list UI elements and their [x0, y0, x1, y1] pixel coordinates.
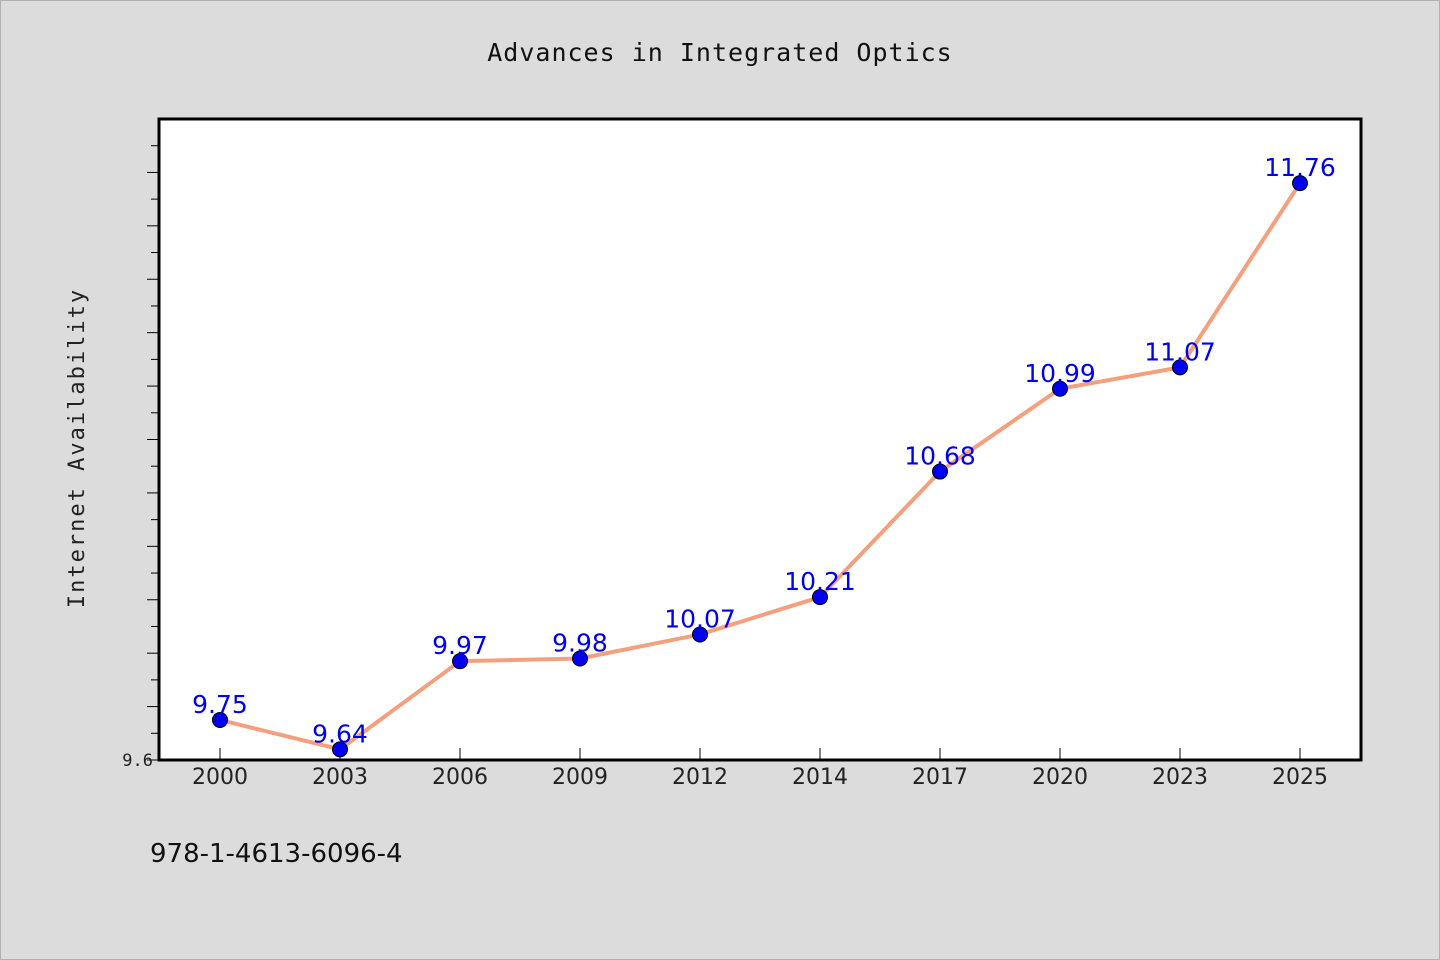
data-point — [572, 650, 588, 667]
data-label: 10.68 — [904, 442, 976, 471]
data-point — [932, 463, 948, 480]
data-label: 9.98 — [552, 629, 608, 658]
data-label: 9.97 — [432, 631, 488, 660]
data-label: 10.21 — [784, 567, 856, 596]
x-axis-ticks: 2000 2003 2006 2009 2012 2014 2017 2020 2023 2025 — [192, 748, 1328, 790]
x-tick-label: 2009 — [552, 765, 608, 790]
y-tick-label: 9.6 — [122, 751, 153, 771]
x-tick-label: 2020 — [1032, 765, 1088, 790]
x-tick-label: 2025 — [1272, 765, 1328, 790]
x-tick-label: 2017 — [912, 765, 968, 790]
x-tick-label: 2000 — [192, 765, 248, 790]
y-axis-ticks: 9.6 — [122, 145, 159, 771]
data-point — [452, 653, 468, 670]
x-tick-label: 2014 — [792, 765, 848, 790]
data-label: 9.64 — [312, 719, 368, 748]
data-point — [692, 626, 708, 643]
data-label: 10.99 — [1024, 359, 1096, 388]
data-label: 9.75 — [192, 690, 248, 719]
series-line — [219, 182, 1302, 752]
data-point — [332, 741, 348, 758]
chart-title: Advances in Integrated Optics — [487, 38, 953, 67]
data-point — [1172, 359, 1188, 376]
data-point — [1052, 380, 1068, 397]
x-tick-label: 2023 — [1152, 765, 1208, 790]
x-tick-label: 2012 — [672, 765, 728, 790]
x-tick-label: 2003 — [312, 765, 368, 790]
data-point — [212, 711, 228, 728]
isbn-footer: 978-1-4613-6096-4 — [150, 839, 403, 869]
data-point — [812, 589, 828, 606]
x-tick-label: 2006 — [432, 765, 488, 790]
data-label: 11.07 — [1144, 337, 1216, 366]
data-label: 11.76 — [1264, 153, 1336, 182]
series: 9.75 9.64 9.97 9.98 10.07 10.21 10.68 10.99 11.0… — [192, 153, 1336, 758]
y-axis-label: Internet Availability — [65, 288, 90, 608]
data-label: 10.07 — [664, 604, 736, 633]
data-point — [1292, 175, 1308, 192]
plot-area — [157, 117, 1363, 762]
